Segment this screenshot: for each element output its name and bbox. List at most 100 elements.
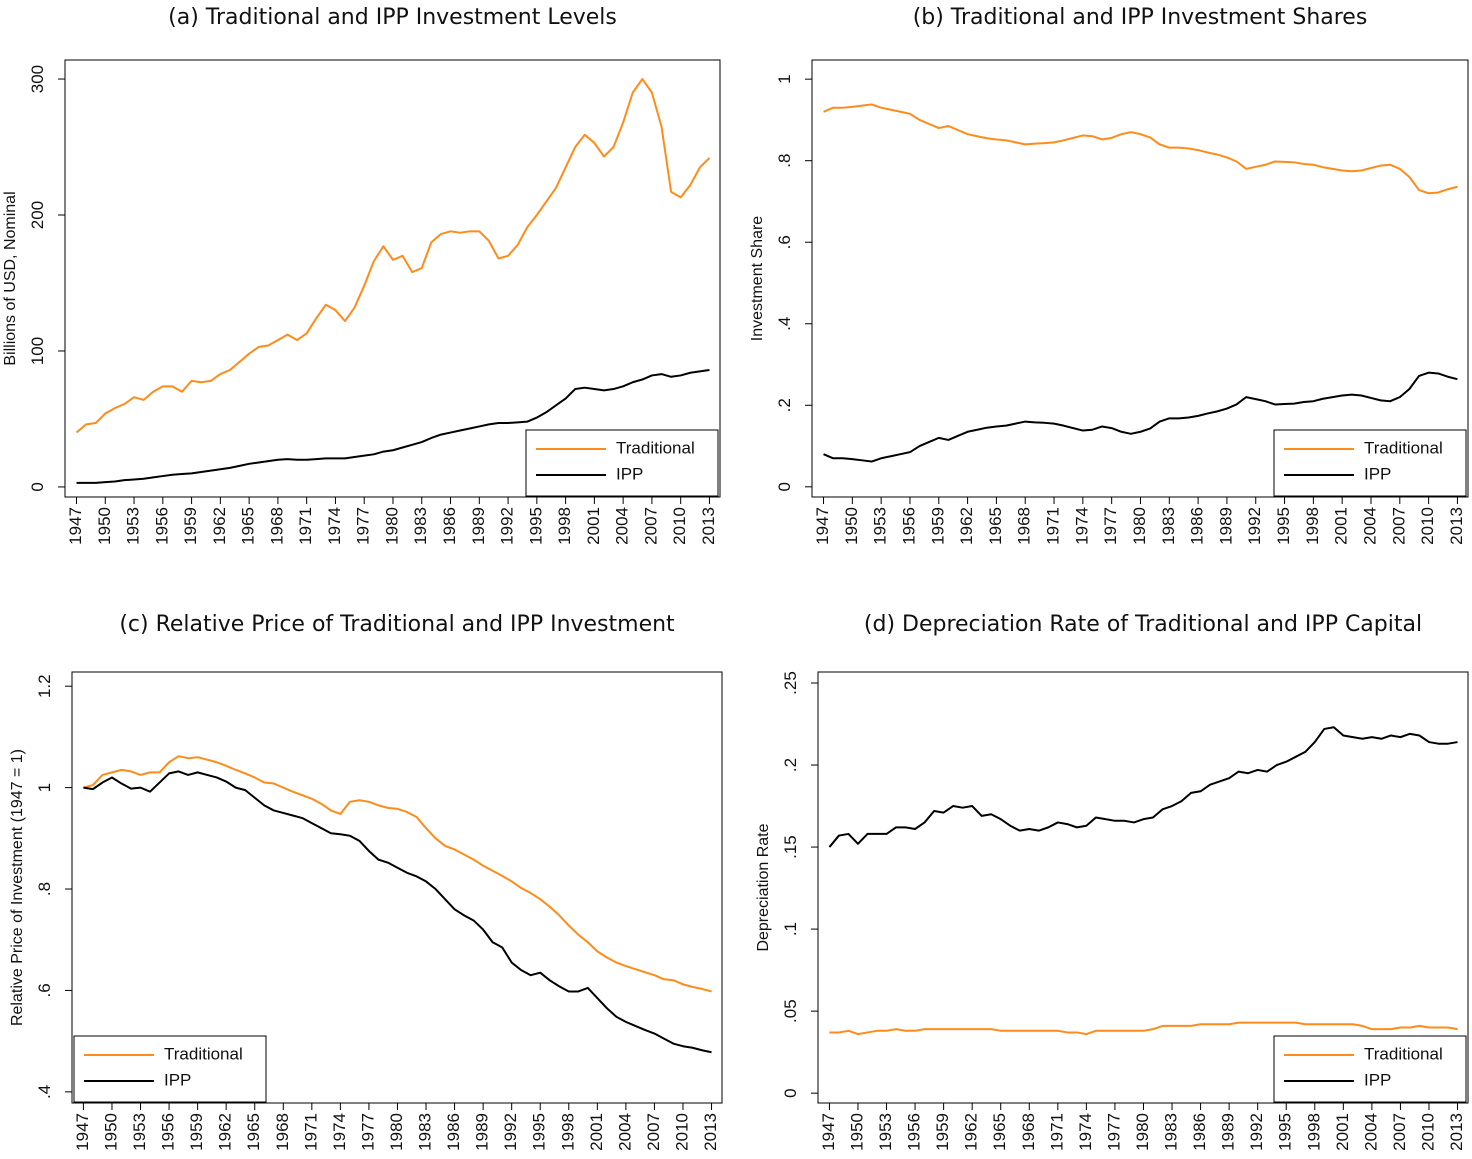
legend-label: IPP	[1364, 464, 1391, 483]
x-tick-label: 1962	[962, 1113, 981, 1151]
series-line	[823, 103, 1458, 195]
y-tick-label: 1	[775, 74, 794, 83]
x-tick-label: 1974	[325, 507, 344, 545]
y-axis-label: Relative Price of Investment (1947 = 1)	[9, 749, 26, 1026]
x-tick-label: 1983	[416, 1113, 435, 1151]
legend: Traditional IPP	[73, 1035, 267, 1103]
x-tick-label: 1953	[130, 1113, 149, 1151]
legend-label: Traditional	[1364, 1044, 1443, 1063]
series-line	[83, 755, 712, 993]
x-tick-label: 2004	[1361, 1113, 1380, 1151]
x-tick-label: 2010	[670, 507, 689, 545]
x-tick-label: 2004	[613, 507, 632, 545]
y-tick-label: .8	[775, 154, 794, 168]
x-tick-label: 1968	[1015, 507, 1034, 545]
x-tick-label: 1950	[95, 507, 114, 545]
x-tick-label: 1983	[1159, 507, 1178, 545]
legend-label: IPP	[1364, 1070, 1391, 1089]
series-line	[75, 78, 711, 434]
x-tick-label: 1983	[1162, 1113, 1181, 1151]
x-tick-label: 1959	[928, 507, 947, 545]
x-tick-label: 2001	[587, 1113, 606, 1151]
x-tick-label: 1971	[301, 1113, 320, 1151]
panel: (c) Relative Price of Traditional and IP…	[9, 612, 723, 1151]
legend-box	[525, 429, 719, 497]
x-tick-label: 1974	[1072, 507, 1091, 545]
legend-box	[73, 1035, 267, 1103]
x-tick-label: 1962	[210, 507, 229, 545]
x-tick-label: 2004	[1360, 507, 1379, 545]
chart-title: (c) Relative Price of Traditional and IP…	[119, 612, 675, 637]
x-tick-label: 1956	[905, 1113, 924, 1151]
y-tick-label: 0	[775, 482, 794, 491]
x-tick-label: 1983	[411, 507, 430, 545]
x-tick-label: 2013	[699, 507, 718, 545]
x-tick-label: 1956	[152, 507, 171, 545]
series-line	[83, 770, 712, 1054]
panel: (a) Traditional and IPP Investment Level…	[2, 5, 721, 545]
x-tick-label: 1992	[498, 507, 517, 545]
legend-box	[1273, 429, 1467, 497]
y-tick-label: 100	[28, 337, 47, 365]
x-tick-label: 1977	[358, 1113, 377, 1151]
x-tick-label: 2001	[1332, 507, 1351, 545]
x-tick-label: 1971	[296, 507, 315, 545]
x-tick-label: 2007	[641, 507, 660, 545]
x-tick-label: 1974	[330, 1113, 349, 1151]
x-tick-label: 2007	[1389, 507, 1408, 545]
x-tick-label: 1959	[181, 507, 200, 545]
x-tick-label: 1980	[382, 507, 401, 545]
x-tick-label: 1995	[526, 507, 545, 545]
y-tick-label: .25	[781, 671, 800, 695]
x-tick-label: 1974	[1076, 1113, 1095, 1151]
x-tick-label: 1956	[159, 1113, 178, 1151]
chart-title: (d) Depreciation Rate of Traditional and…	[864, 612, 1422, 637]
x-tick-label: 2004	[615, 1113, 634, 1151]
y-tick-label: .6	[775, 235, 794, 249]
legend-label: Traditional	[164, 1044, 243, 1063]
legend-label: Traditional	[1364, 438, 1443, 457]
x-tick-label: 1980	[1130, 507, 1149, 545]
x-tick-label: 1977	[1101, 507, 1120, 545]
x-tick-label: 1992	[1245, 507, 1264, 545]
x-tick-label: 1950	[842, 507, 861, 545]
chart-title: (a) Traditional and IPP Investment Level…	[168, 5, 617, 30]
x-tick-label: 1998	[555, 507, 574, 545]
x-tick-label: 1950	[101, 1113, 120, 1151]
x-tick-label: 1965	[990, 1113, 1009, 1151]
x-tick-label: 1971	[1047, 1113, 1066, 1151]
series-line	[828, 726, 1458, 848]
series-line	[823, 371, 1458, 463]
x-tick-label: 1995	[530, 1113, 549, 1151]
x-tick-label: 1953	[876, 1113, 895, 1151]
x-tick-label: 1989	[469, 507, 488, 545]
y-tick-label: 0	[28, 482, 47, 491]
y-axis-label: Depreciation Rate	[755, 823, 772, 951]
x-tick-label: 1959	[187, 1113, 206, 1151]
x-tick-label: 1950	[847, 1113, 866, 1151]
x-tick-label: 1995	[1276, 1113, 1295, 1151]
x-tick-label: 1998	[558, 1113, 577, 1151]
x-tick-label: 2010	[1418, 507, 1437, 545]
x-tick-label: 1962	[216, 1113, 235, 1151]
x-tick-label: 1986	[444, 1113, 463, 1151]
panel: (b) Traditional and IPP Investment Share…	[749, 5, 1469, 545]
series-line	[829, 1021, 1458, 1036]
x-tick-label: 1992	[501, 1113, 520, 1151]
x-tick-label: 2010	[1418, 1113, 1437, 1151]
x-tick-label: 1947	[66, 507, 85, 545]
legend: Traditional IPP	[1273, 1035, 1467, 1103]
y-tick-label: .2	[781, 758, 800, 772]
chart-title: (b) Traditional and IPP Investment Share…	[913, 5, 1368, 30]
x-tick-label: 2013	[1447, 1113, 1466, 1151]
y-tick-label: .4	[775, 317, 794, 331]
x-tick-label: 1968	[1019, 1113, 1038, 1151]
legend: Traditional IPP	[525, 429, 719, 497]
x-tick-label: 2010	[672, 1113, 691, 1151]
y-axis-label: Investment Share	[749, 216, 766, 342]
y-axis-label: Billions of USD, Nominal	[2, 191, 19, 365]
legend-label: IPP	[164, 1070, 191, 1089]
y-tick-label: .15	[781, 835, 800, 859]
x-tick-label: 1968	[273, 1113, 292, 1151]
